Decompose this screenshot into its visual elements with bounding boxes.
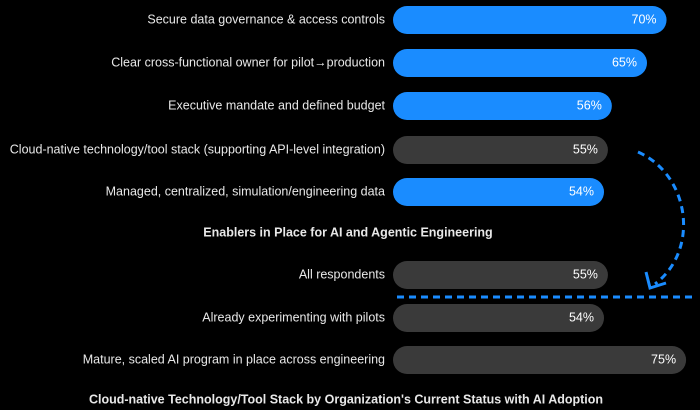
category-label: Managed, centralized, simulation/enginee… — [106, 184, 385, 198]
category-label: Executive mandate and defined budget — [168, 98, 385, 112]
category-label: Secure data governance & access controls — [147, 12, 385, 26]
category-label: Mature, scaled AI program in place acros… — [83, 352, 385, 366]
bar — [393, 346, 687, 374]
value-label: 55% — [573, 142, 598, 156]
value-label: 54% — [569, 184, 594, 198]
chart-title: Enablers in Place for AI and Agentic Eng… — [203, 225, 492, 239]
bar — [393, 136, 608, 164]
category-label: Cloud-native technology/tool stack (supp… — [10, 142, 385, 156]
bar — [393, 6, 667, 34]
bar — [393, 304, 605, 332]
chart-title: Cloud-native Technology/Tool Stack by Or… — [89, 392, 603, 406]
category-label: All respondents — [299, 267, 385, 281]
arrow-head — [644, 271, 667, 290]
bar — [393, 49, 648, 77]
value-label: 65% — [612, 55, 637, 69]
value-label: 70% — [632, 12, 657, 26]
value-label: 55% — [573, 267, 598, 281]
bar — [393, 178, 605, 206]
category-label: Already experimenting with pilots — [202, 310, 385, 324]
bar — [393, 92, 612, 120]
category-label: Clear cross-functional owner for pilot→p… — [111, 55, 385, 69]
annotation-arrow — [637, 150, 686, 286]
value-label: 75% — [651, 352, 676, 366]
value-label: 54% — [569, 310, 594, 324]
bar — [393, 261, 608, 289]
value-label: 56% — [577, 98, 602, 112]
